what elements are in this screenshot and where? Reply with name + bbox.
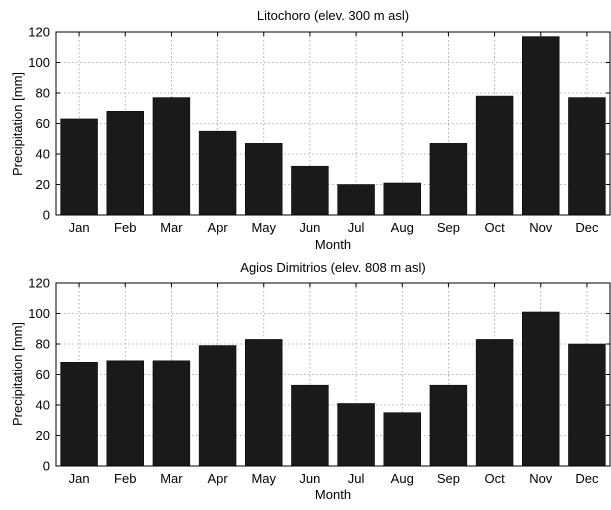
bar-apr bbox=[198, 130, 237, 216]
x-axis-label: Month bbox=[315, 237, 351, 252]
y-tick-label: 40 bbox=[36, 398, 50, 413]
bar-nov bbox=[522, 311, 560, 467]
bar-aug bbox=[383, 412, 421, 467]
bar-jul bbox=[337, 184, 375, 216]
y-tick-label: 80 bbox=[36, 337, 50, 352]
bar-dec bbox=[568, 97, 606, 216]
y-tick-label: 0 bbox=[43, 208, 50, 223]
x-tick-label: Jul bbox=[348, 471, 365, 486]
y-tick-label: 40 bbox=[36, 147, 50, 162]
bar-sep bbox=[429, 143, 468, 216]
bar-jan bbox=[60, 362, 98, 467]
y-axis-label: Precipitation [mm] bbox=[10, 72, 25, 176]
x-tick-label: Feb bbox=[114, 471, 136, 486]
x-tick-label: Nov bbox=[529, 471, 553, 486]
x-tick-label: May bbox=[251, 471, 276, 486]
x-tick-label: Jul bbox=[348, 220, 365, 235]
x-tick-label: Jan bbox=[69, 471, 90, 486]
bar-aug bbox=[383, 182, 421, 216]
bar-nov bbox=[522, 36, 560, 216]
chart-title: Agios Dimitrios (elev. 808 m asl) bbox=[240, 260, 425, 275]
axes-frame bbox=[55, 31, 611, 216]
axes-frame bbox=[55, 282, 611, 467]
bar-may bbox=[245, 339, 283, 467]
x-tick-label: Aug bbox=[391, 220, 414, 235]
x-tick-label: Sep bbox=[437, 471, 460, 486]
x-tick-label: Dec bbox=[575, 471, 599, 486]
y-axis-label: Precipitation [mm] bbox=[10, 322, 25, 426]
bar-oct bbox=[475, 95, 514, 216]
bar-jun bbox=[291, 384, 329, 467]
bar-jun bbox=[291, 165, 329, 216]
x-tick-label: Oct bbox=[484, 220, 505, 235]
x-tick-label: Jun bbox=[299, 471, 320, 486]
y-tick-label: 120 bbox=[28, 276, 50, 291]
x-tick-label: May bbox=[251, 220, 276, 235]
bar-feb bbox=[106, 111, 144, 216]
bar-oct bbox=[475, 339, 514, 467]
bar-apr bbox=[198, 345, 237, 467]
x-tick-label: Apr bbox=[207, 471, 228, 486]
x-tick-label: Oct bbox=[484, 471, 505, 486]
y-tick-label: 20 bbox=[36, 177, 50, 192]
y-tick-label: 0 bbox=[43, 459, 50, 474]
y-tick-label: 60 bbox=[36, 367, 50, 382]
x-tick-label: Jan bbox=[69, 220, 90, 235]
bar-mar bbox=[152, 97, 191, 216]
bar-may bbox=[245, 143, 283, 216]
y-tick-label: 80 bbox=[36, 86, 50, 101]
x-tick-label: Aug bbox=[391, 471, 414, 486]
x-tick-label: Sep bbox=[437, 220, 460, 235]
chart-agios-dimitrios: Agios Dimitrios (elev. 808 m asl) Precip… bbox=[10, 260, 611, 502]
x-tick-label: Feb bbox=[114, 220, 136, 235]
x-tick-label: Mar bbox=[160, 220, 183, 235]
y-tick-label: 120 bbox=[28, 25, 50, 40]
x-tick-label: Mar bbox=[160, 471, 183, 486]
bar-sep bbox=[429, 384, 468, 467]
bar-mar bbox=[152, 360, 191, 467]
y-tick-label: 100 bbox=[28, 306, 50, 321]
y-tick-label: 100 bbox=[28, 55, 50, 70]
x-tick-label: Apr bbox=[207, 220, 228, 235]
y-tick-label: 60 bbox=[36, 116, 50, 131]
bar-dec bbox=[568, 343, 606, 467]
bar-feb bbox=[106, 360, 144, 467]
bar-jan bbox=[60, 118, 98, 216]
y-tick-label: 20 bbox=[36, 428, 50, 443]
x-axis-label: Month bbox=[315, 487, 351, 502]
x-tick-label: Jun bbox=[299, 220, 320, 235]
bar-jul bbox=[337, 403, 375, 467]
x-tick-label: Dec bbox=[575, 220, 599, 235]
chart-litochoro: Litochoro (elev. 300 m asl) Precipitatio… bbox=[10, 8, 611, 252]
x-tick-label: Nov bbox=[529, 220, 553, 235]
chart-title: Litochoro (elev. 300 m asl) bbox=[257, 8, 409, 23]
